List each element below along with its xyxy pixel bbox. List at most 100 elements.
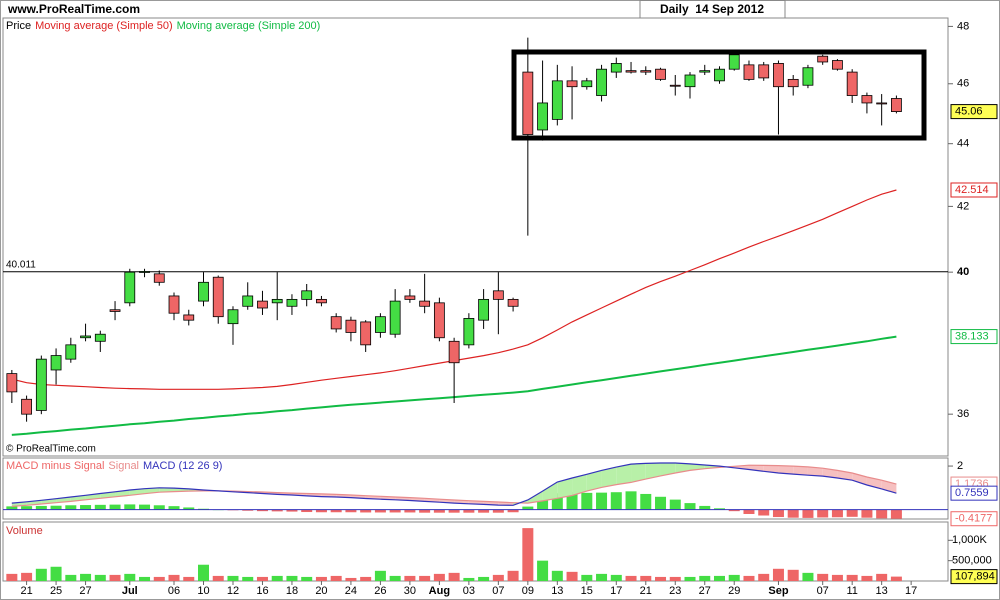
volume-bar [197, 564, 209, 581]
volume-bar [168, 574, 180, 581]
volume-bar [817, 573, 829, 581]
candle-body [257, 300, 268, 309]
histogram-bar [831, 509, 843, 518]
macd-signal-fill [616, 464, 632, 485]
candle-body [714, 68, 725, 82]
x-tick-label: 26 [374, 585, 386, 597]
y-tick-label: 46 [957, 78, 969, 90]
candle-body [876, 102, 888, 105]
volume-bar [124, 573, 136, 581]
macd-line [11, 464, 897, 507]
macd-signal-fill [807, 466, 823, 477]
candle-body [655, 68, 666, 80]
histogram-bar [655, 496, 667, 510]
histogram-bar [360, 509, 372, 513]
volume-bar [227, 575, 239, 581]
volume-bar [640, 575, 652, 581]
histogram-bar [758, 509, 770, 516]
histogram-bar [537, 499, 549, 510]
histogram-bar [50, 505, 62, 510]
macd-signal-fill [631, 463, 646, 483]
volume-bar [861, 575, 873, 581]
x-tick-label: Jul [122, 585, 138, 597]
volume-bar [463, 577, 475, 581]
histogram-bar [684, 503, 696, 510]
candle-body [522, 71, 534, 135]
volume-bar [404, 575, 416, 581]
histogram-bar [787, 509, 799, 518]
histogram-bar [478, 509, 490, 513]
candle-body [581, 80, 593, 88]
volume-bar [566, 571, 578, 581]
volume-bar [876, 573, 888, 581]
volume-bar [65, 574, 77, 581]
candle-body [35, 358, 47, 411]
histogram-bar [507, 509, 519, 513]
volume-bar [522, 528, 534, 581]
histogram-bar [551, 493, 563, 510]
histogram-bar [389, 509, 401, 513]
histogram-bar [625, 491, 637, 510]
volume-last-bg [950, 569, 998, 585]
candle-body [375, 316, 386, 333]
y-tick-label: 42 [957, 200, 969, 212]
candle-body [389, 300, 401, 335]
candle-body [773, 63, 784, 88]
candle-body [433, 302, 445, 339]
macd-signal-fill [601, 467, 617, 488]
highlight-box [511, 49, 927, 141]
volume-bar [345, 577, 357, 581]
candle-body [846, 71, 858, 96]
ma-last-bg [950, 329, 998, 345]
volume-bar [846, 574, 858, 581]
volume-bar [743, 575, 755, 581]
histogram-bar [448, 509, 460, 513]
volume-bar [728, 574, 740, 581]
macd-signal-fill [542, 481, 558, 501]
volume-bar [374, 570, 386, 581]
legend-label: Moving average (Simple 50) [35, 20, 173, 32]
histogram-bar [640, 493, 652, 510]
candle-body [802, 67, 814, 86]
x-tick-label: 12 [227, 585, 239, 597]
candle-body [271, 298, 283, 304]
histogram-bar [330, 509, 342, 513]
x-tick-label: 15 [581, 585, 593, 597]
volume-bar [286, 575, 298, 581]
macd-signal-fill [557, 478, 573, 499]
reference-label: 40.011 [6, 259, 36, 270]
candle-body [478, 298, 490, 321]
volume-bar [212, 575, 224, 581]
macd-last-bg [950, 511, 998, 527]
volume-bar [831, 574, 843, 581]
histogram-bar [139, 504, 151, 510]
y-tick-label: 2 [957, 460, 963, 472]
x-tick-label: 13 [551, 585, 563, 597]
x-tick-label: 03 [463, 585, 475, 597]
candle-body [50, 355, 62, 371]
candle-body [832, 60, 843, 70]
ma-last: 42.514 [955, 184, 989, 196]
volume-bar [772, 568, 784, 581]
candle-body [684, 74, 696, 88]
macd-signal-fill [822, 468, 838, 479]
x-tick-label: 09 [522, 585, 534, 597]
histogram-bar [286, 509, 298, 512]
histogram-bar [890, 509, 902, 519]
candle-body [728, 54, 740, 70]
candle-body [817, 55, 829, 63]
candle-body [758, 64, 770, 79]
histogram-bar [35, 505, 47, 510]
volume-bar [537, 560, 549, 581]
volume-bar [596, 573, 608, 581]
volume-bar [35, 568, 47, 581]
volume-bar [492, 574, 504, 581]
histogram-bar [419, 509, 431, 513]
candle-body [492, 290, 504, 300]
candle-body [183, 314, 195, 321]
volume-bar [699, 575, 711, 581]
x-tick-label: 20 [315, 585, 327, 597]
histogram-bar [256, 509, 268, 512]
macd-last: -0.4177 [955, 513, 992, 525]
volume-bar [507, 570, 519, 581]
